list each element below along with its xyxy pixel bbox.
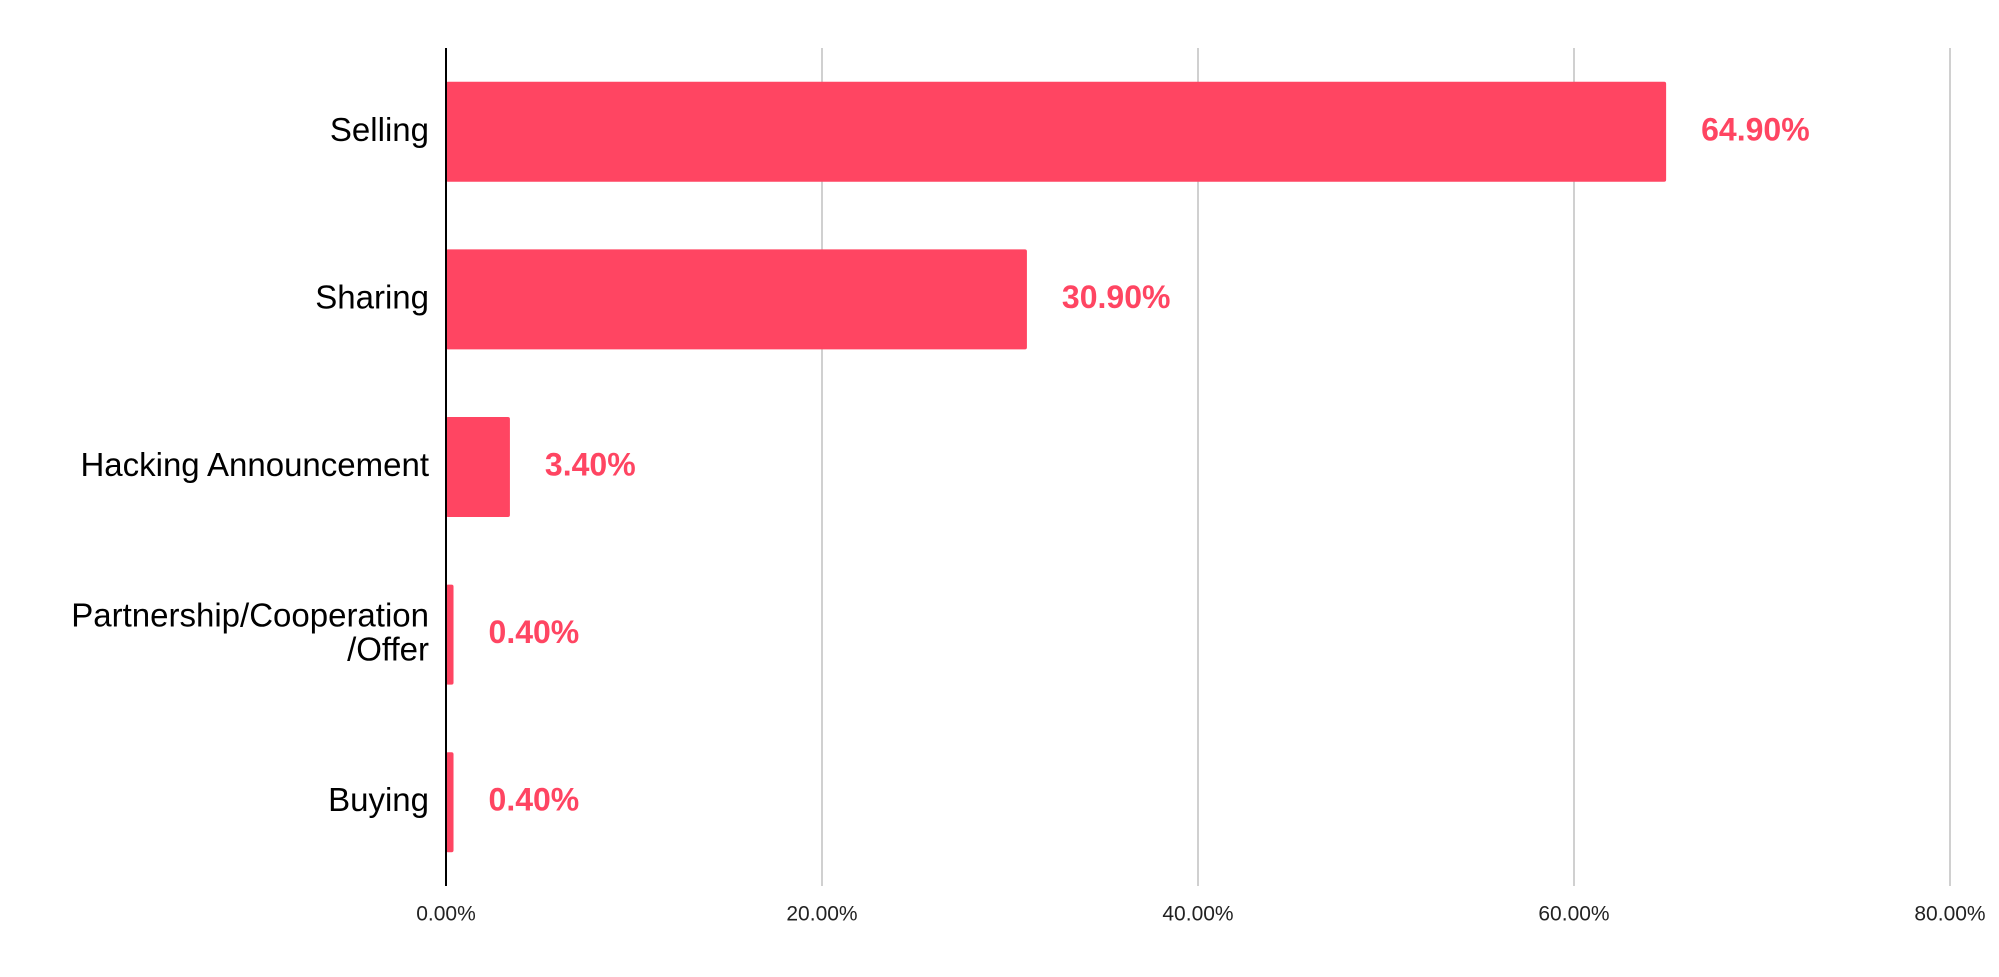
bar bbox=[446, 584, 454, 685]
value-label: 30.90% bbox=[1062, 279, 1171, 315]
y-tick-label: Selling bbox=[330, 111, 429, 148]
y-tick-label: Hacking Announcement bbox=[80, 446, 429, 483]
bar bbox=[446, 81, 1667, 182]
bar bbox=[446, 417, 510, 517]
x-tick-label: 20.00% bbox=[786, 903, 857, 926]
bar bbox=[446, 249, 1027, 350]
y-tick-label: Sharing bbox=[315, 278, 429, 315]
value-label: 64.90% bbox=[1701, 111, 1810, 147]
y-tick-label: Partnership/Cooperation/Offer bbox=[71, 596, 429, 667]
value-label: 0.40% bbox=[489, 782, 580, 818]
y-tick-label: Buying bbox=[328, 781, 429, 818]
bar bbox=[446, 752, 454, 853]
x-tick-label: 60.00% bbox=[1538, 903, 1609, 926]
value-label: 3.40% bbox=[545, 446, 636, 482]
x-tick-label: 0.00% bbox=[416, 903, 476, 926]
x-tick-label: 40.00% bbox=[1162, 903, 1233, 926]
value-label: 0.40% bbox=[489, 614, 580, 650]
x-tick-label: 80.00% bbox=[1914, 903, 1985, 926]
